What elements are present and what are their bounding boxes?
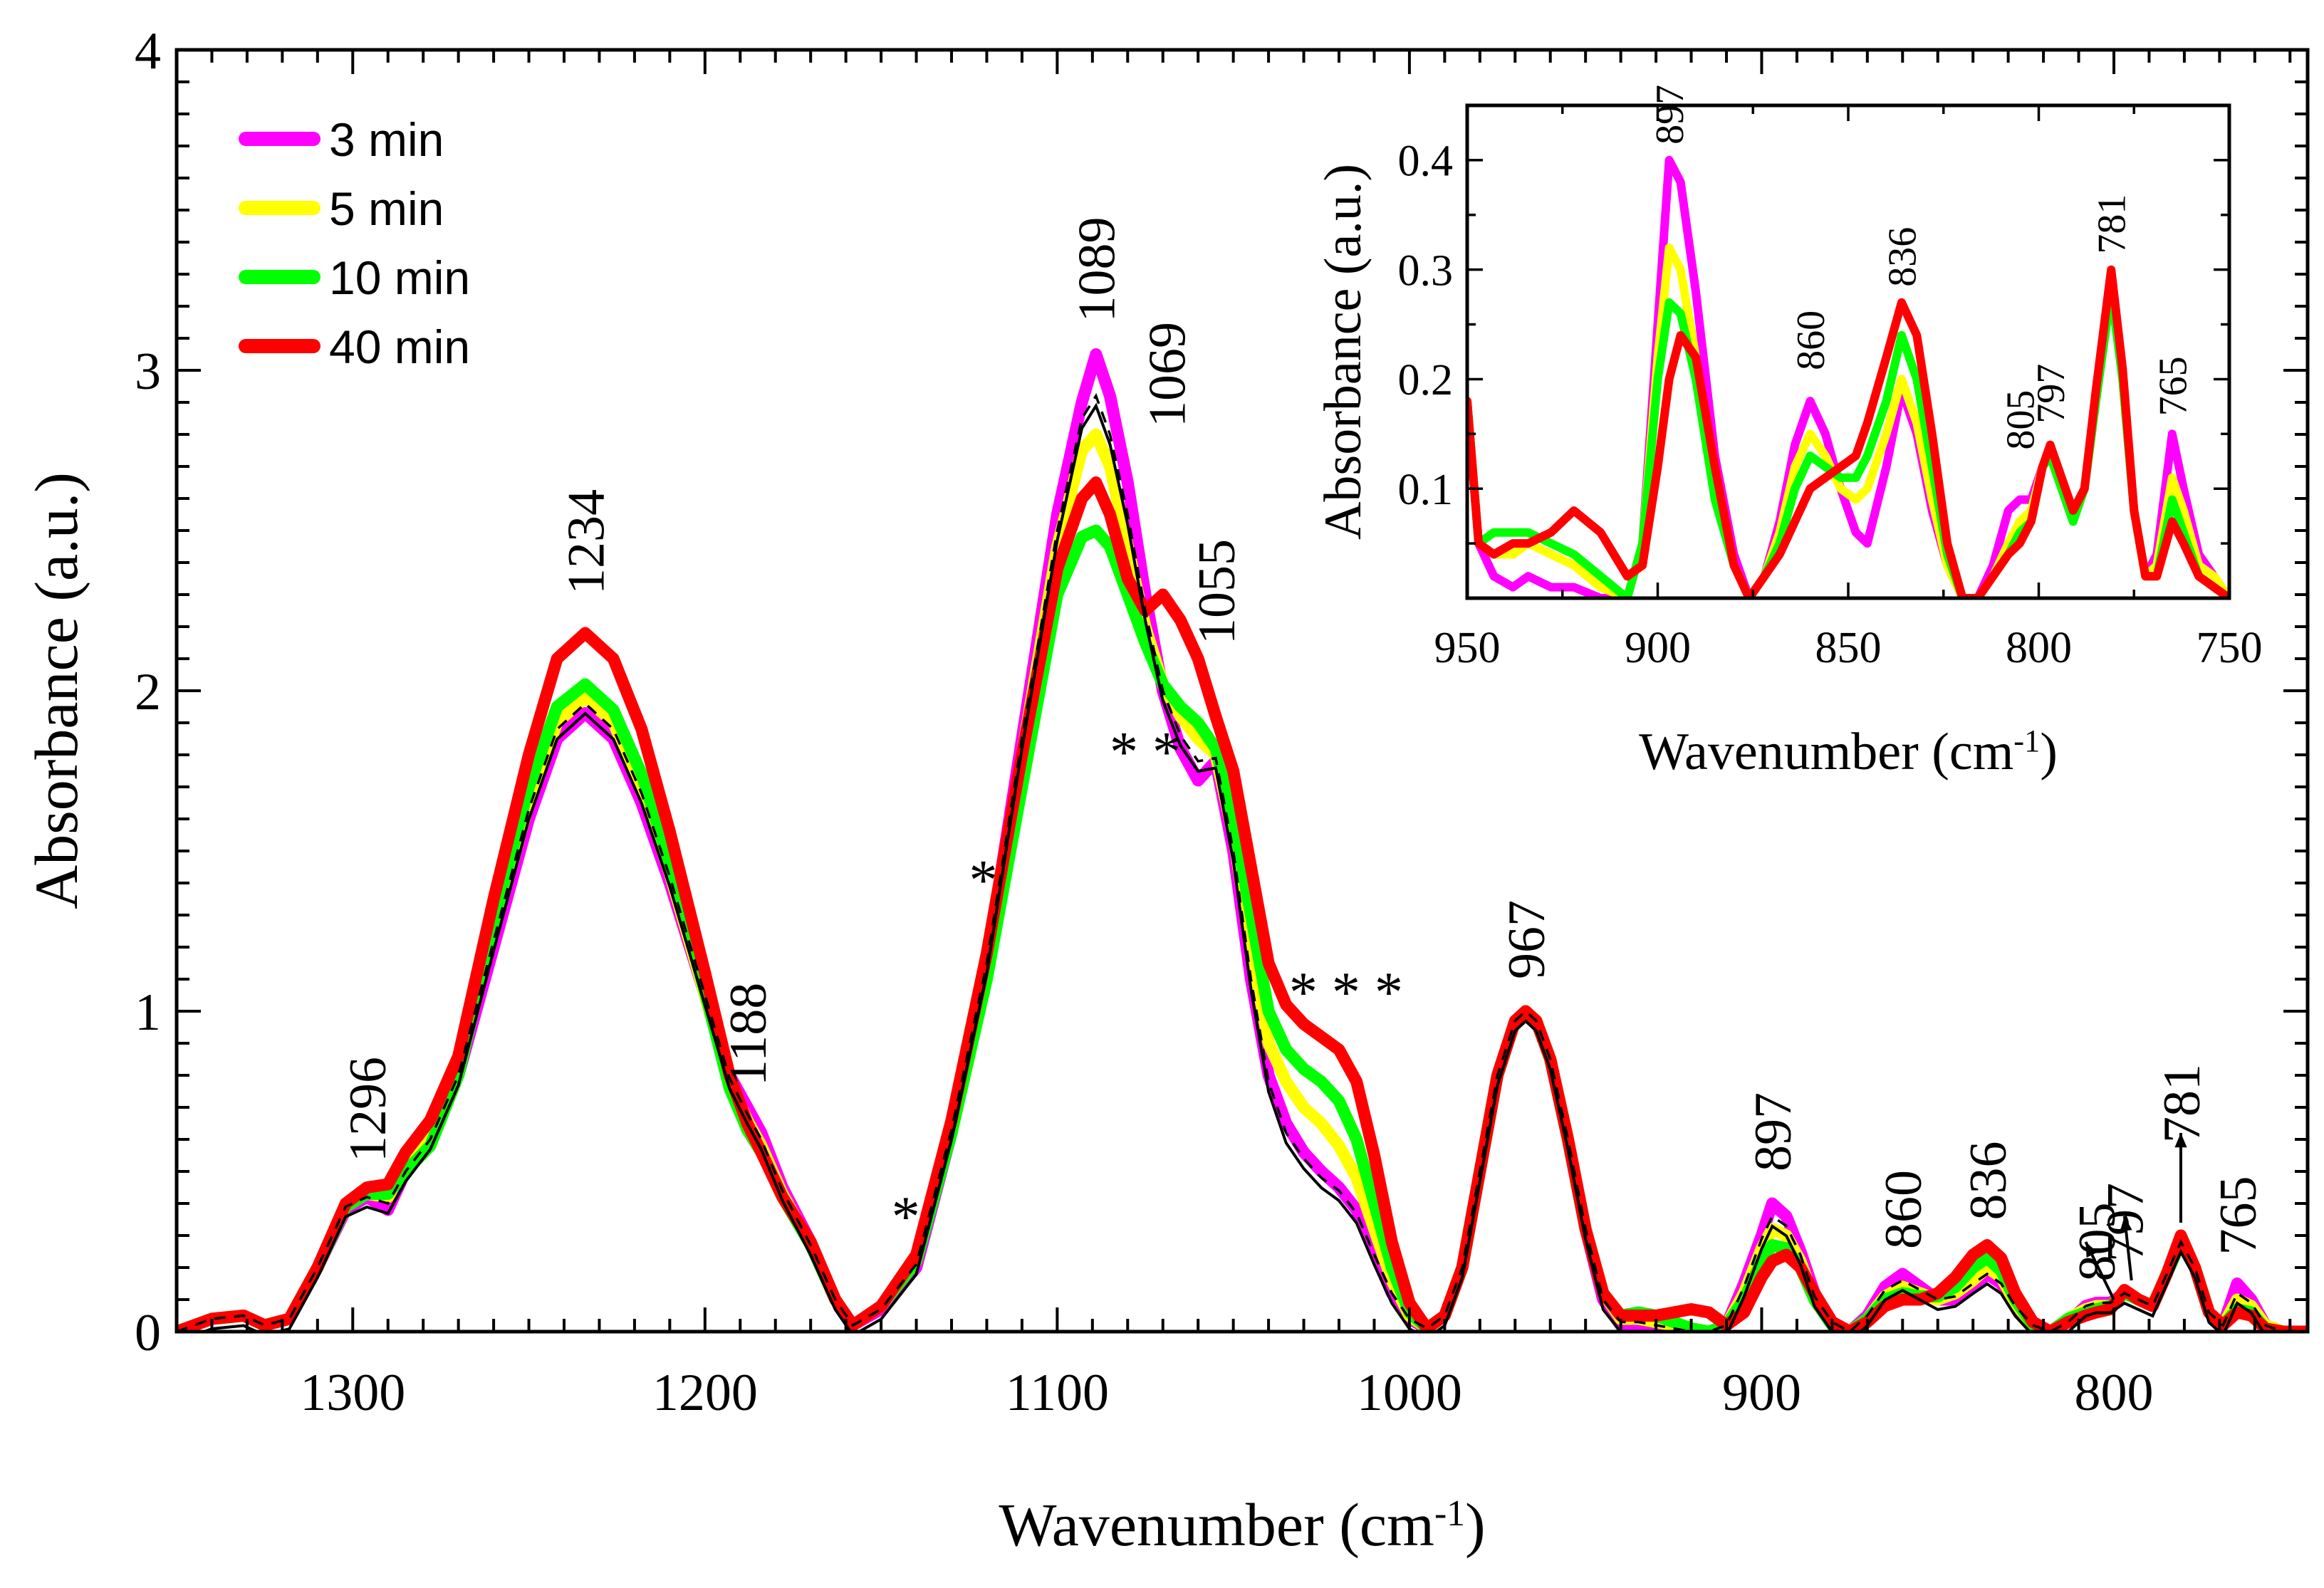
y-tick-label: 2	[135, 663, 161, 721]
peak-label-781: 781	[2153, 1064, 2211, 1143]
peak-label-1069: 1069	[1139, 322, 1197, 427]
x-axis-label: Wavenumber (cm-1)	[1639, 723, 2058, 781]
peak-label-805: 805	[1999, 390, 2043, 450]
y-tick-label: 0.4	[1398, 137, 1454, 186]
reference-dashed-line	[177, 393, 2308, 1332]
peak-label-897: 897	[1648, 85, 1692, 145]
asterisk-marker: *	[892, 1186, 920, 1248]
y-tick-label: 0.1	[1398, 466, 1454, 514]
inset-plot: 950 900 850 800 750 0.1 0.2 0.3 0.4 Wavenumber (c…	[1314, 85, 2263, 781]
x-tick-label: 800	[2006, 624, 2072, 672]
series-line-40-min	[1467, 265, 2229, 598]
peak-label-1234: 1234	[558, 489, 616, 595]
legend-label-3-min: 3 min	[329, 113, 444, 166]
y-tick-label: 4	[135, 22, 161, 80]
peak-label-1089: 1089	[1068, 217, 1127, 323]
y-tick-label: 0.3	[1398, 246, 1454, 295]
x-axis-label-main: Wavenumber (cm	[999, 1490, 1434, 1559]
peak-label-836: 836	[1881, 227, 1925, 287]
legend: 3 min 5 min 10 min 40 min	[239, 113, 470, 373]
y-axis-label: Absorbance (a.u.)	[22, 472, 90, 909]
x-axis-label: Wavenumber (cm-1)	[999, 1490, 1485, 1559]
peak-label-797: 797	[2029, 364, 2073, 424]
y-axis-ticks: 0.1 0.2 0.3 0.4	[1398, 104, 2229, 600]
arrow-head	[2120, 1216, 2132, 1232]
asterisk-marker: *	[969, 850, 998, 912]
x-tick-label: 900	[1625, 624, 1691, 672]
x-tick-label: 1200	[652, 1364, 758, 1422]
arrow-head	[2085, 1242, 2098, 1258]
asterisk-marker: * *	[1110, 721, 1181, 784]
x-tick-label: 800	[2075, 1364, 2154, 1422]
peak-label-1055: 1055	[1188, 539, 1246, 644]
peak-label-781: 781	[2090, 194, 2135, 254]
x-axis-ticks: 950 900 850 800 750	[1434, 105, 2263, 672]
x-tick-label: 750	[2197, 624, 2263, 672]
y-tick-label: 0	[135, 1304, 161, 1362]
asterisk-marker: * * *	[1289, 961, 1403, 1024]
x-tick-label: 900	[1722, 1364, 1801, 1422]
x-axis-ticks: 1300 1200 1100 1000 900 800	[175, 50, 2292, 1422]
y-tick-label: 3	[135, 343, 161, 401]
peak-label-897: 897	[1744, 1092, 1803, 1171]
series-group	[177, 348, 2308, 1332]
x-tick-label: 950	[1434, 624, 1501, 672]
legend-label-40-min: 40 min	[329, 320, 470, 373]
series-group	[1467, 155, 2229, 598]
peak-label-860: 860	[1875, 1170, 1933, 1249]
series-line-40-min	[177, 476, 2308, 1332]
y-tick-label: 1	[135, 983, 161, 1042]
x-tick-label: 850	[1815, 624, 1882, 672]
peak-label-1188: 1188	[719, 983, 778, 1086]
y-tick-label: 0.2	[1398, 356, 1454, 404]
x-tick-label: 1100	[1006, 1364, 1109, 1422]
peak-label-1296: 1296	[339, 1057, 397, 1162]
x-axis-label-end: )	[2040, 723, 2058, 781]
peak-label-836: 836	[1959, 1142, 2018, 1221]
x-axis-label-superscript: -1	[1434, 1493, 1465, 1534]
x-tick-label: 1000	[1357, 1364, 1462, 1422]
y-axis-label: Absorbance (a.u.)	[1314, 164, 1372, 540]
x-axis-label-end: )	[1465, 1490, 1486, 1559]
peak-label-765: 765	[2209, 1176, 2268, 1255]
x-axis-label-superscript: -1	[2013, 723, 2040, 758]
x-axis-label-main: Wavenumber (cm	[1639, 723, 2013, 781]
legend-label-5-min: 5 min	[329, 182, 444, 235]
peak-label-967: 967	[1498, 900, 1556, 979]
peak-label-860: 860	[1789, 310, 1833, 370]
peak-label-765: 765	[2151, 356, 2195, 416]
arrow-head	[2174, 1133, 2187, 1148]
legend-label-10-min: 10 min	[329, 251, 470, 304]
x-tick-label: 1300	[300, 1364, 405, 1422]
